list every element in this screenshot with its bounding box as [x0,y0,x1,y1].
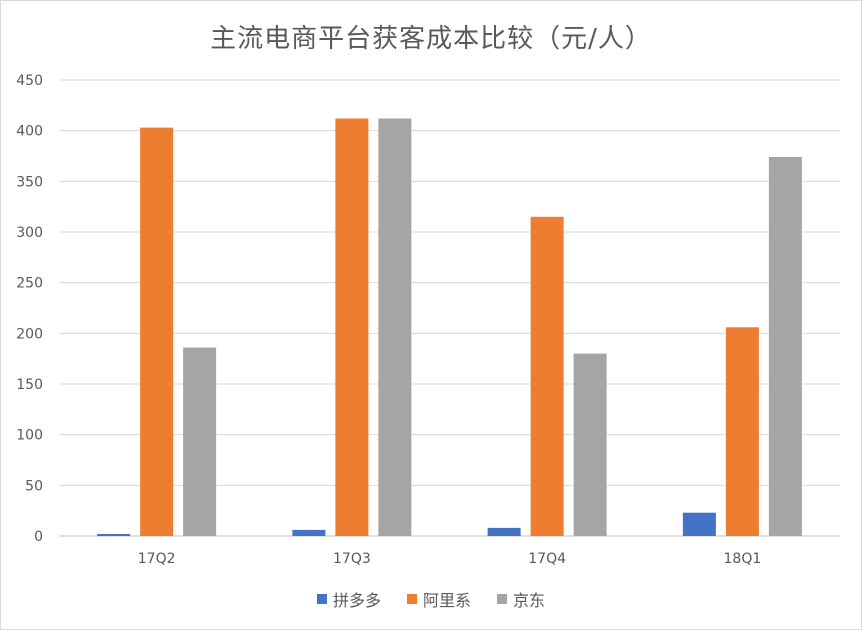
bar-2-1 [140,127,174,537]
y-tick-label: 200 [16,326,43,342]
bar-2-3 [530,216,564,537]
bar-3-3 [573,353,607,536]
bar-1-2 [292,529,326,536]
legend-item-3: 京东 [497,587,545,611]
x-tick-label: 17Q2 [138,551,176,567]
legend-label: 阿里系 [422,591,471,610]
chart-legend: 拼多多 阿里系 京东 [0,587,862,611]
bar-1-1 [97,533,131,536]
legend-label: 京东 [513,591,546,610]
bar-1-3 [487,527,521,536]
legend-item-2: 阿里系 [406,587,471,611]
y-tick-label: 0 [34,529,43,545]
bar-1-4 [682,512,716,536]
y-tick-label: 250 [16,276,43,292]
x-tick-label: 17Q3 [333,551,371,567]
y-tick-label: 350 [16,174,43,190]
y-tick-label: 100 [16,428,43,444]
y-tick-label: 300 [16,225,43,241]
legend-swatch [316,594,327,604]
legend-item-1: 拼多多 [316,587,381,611]
chart-title: 主流电商平台获客成本比较（元/人） [210,24,652,54]
x-tick-label: 17Q4 [528,551,566,567]
bar-3-1 [183,347,217,536]
bar-2-2 [335,118,369,537]
legend-swatch [406,594,417,604]
y-tick-label: 400 [16,124,43,140]
bar-3-2 [378,118,412,537]
bar-2-4 [725,327,759,536]
y-tick-label: 150 [16,377,43,393]
x-tick-label: 18Q1 [724,551,762,567]
legend-label: 拼多多 [332,591,381,610]
legend-swatch [497,594,507,604]
y-tick-label: 450 [16,73,43,89]
bar-3-4 [768,157,802,536]
y-tick-label: 50 [25,478,43,494]
